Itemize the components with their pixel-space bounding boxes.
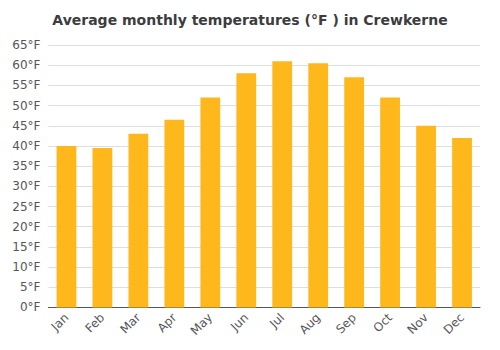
svg-text:60°F: 60°F (12, 58, 40, 72)
svg-text:Aug: Aug (297, 311, 323, 337)
svg-text:Feb: Feb (82, 311, 107, 336)
svg-text:Mar: Mar (117, 310, 143, 336)
svg-text:Dec: Dec (441, 311, 467, 337)
svg-text:Nov: Nov (405, 311, 431, 337)
svg-text:Jun: Jun (227, 311, 251, 335)
svg-text:50°F: 50°F (12, 99, 40, 113)
svg-text:Sep: Sep (333, 311, 359, 337)
svg-text:15°F: 15°F (12, 240, 40, 254)
svg-text:May: May (188, 311, 215, 338)
svg-text:Average monthly temperatures (: Average monthly temperatures (°F ) in Cr… (52, 12, 447, 28)
svg-text:Oct: Oct (370, 310, 395, 335)
svg-text:0°F: 0°F (20, 300, 41, 314)
svg-text:30°F: 30°F (12, 179, 40, 193)
svg-text:20°F: 20°F (12, 220, 40, 234)
svg-text:Jan: Jan (48, 311, 72, 335)
svg-text:40°F: 40°F (12, 139, 40, 153)
svg-text:Jul: Jul (266, 311, 287, 332)
svg-text:65°F: 65°F (12, 38, 40, 52)
svg-text:35°F: 35°F (12, 159, 40, 173)
svg-text:25°F: 25°F (12, 200, 40, 214)
svg-text:45°F: 45°F (12, 119, 40, 133)
svg-text:10°F: 10°F (12, 260, 40, 274)
svg-text:55°F: 55°F (12, 78, 40, 92)
svg-text:Apr: Apr (155, 310, 180, 335)
svg-text:5°F: 5°F (20, 280, 41, 294)
